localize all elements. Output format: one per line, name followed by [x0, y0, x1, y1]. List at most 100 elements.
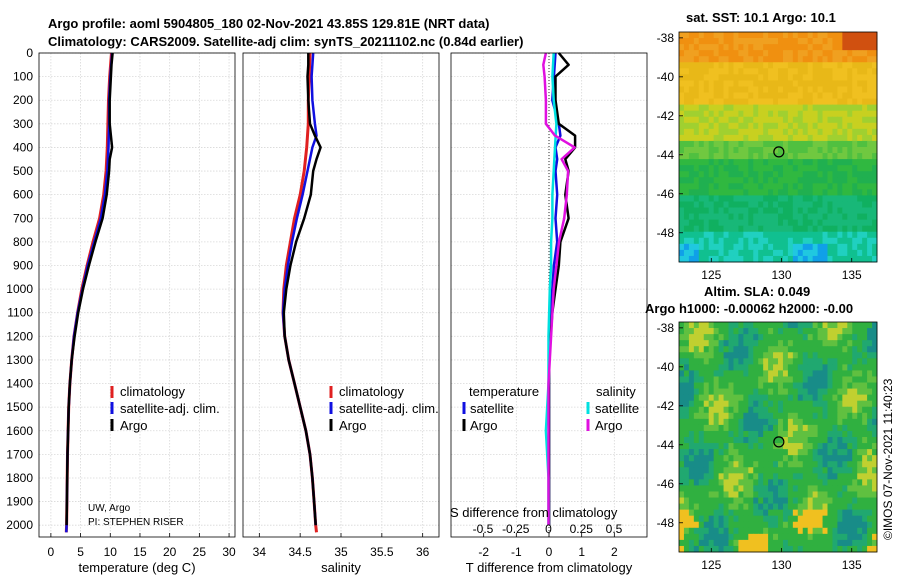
map-cell [723, 364, 729, 371]
map-cell [679, 189, 685, 196]
map-cell [778, 177, 784, 184]
map-cell [872, 165, 878, 172]
map-cell [778, 358, 784, 365]
map-cell [797, 418, 804, 426]
map-cell [738, 449, 744, 456]
map-cell [753, 189, 759, 196]
map-cell [812, 394, 818, 402]
map-cell [733, 50, 739, 57]
map-cell [723, 382, 729, 389]
map-cell [827, 237, 833, 245]
map-cell [847, 424, 853, 432]
map-cell [797, 509, 804, 517]
map-cell [782, 509, 789, 517]
map-cell [832, 207, 838, 214]
map-cell [782, 68, 789, 75]
map-cell [832, 437, 838, 444]
map-cell [723, 334, 729, 341]
map-cell [872, 189, 878, 196]
map-cell [782, 225, 789, 233]
map-cell [852, 340, 858, 347]
map-cell [768, 62, 774, 69]
map-cell [787, 479, 794, 486]
map-cell [718, 243, 724, 251]
map-cell [867, 515, 873, 523]
map-cell [847, 32, 853, 39]
map-cell [837, 467, 843, 474]
map-cell [822, 98, 828, 106]
s-tick-label: 0.5 [606, 522, 623, 536]
map-cell [852, 388, 858, 396]
map-cell [857, 418, 863, 426]
map-cell [728, 32, 734, 39]
map-cell [847, 521, 853, 529]
map-cell [832, 243, 838, 251]
map-cell [842, 165, 848, 172]
map-cell [867, 50, 873, 57]
map-cell [832, 153, 838, 160]
map-cell [782, 201, 789, 208]
map-cell [792, 38, 799, 45]
map-cell [758, 140, 764, 148]
map-cell [768, 207, 774, 214]
map-cell [807, 32, 814, 39]
map-cell [708, 183, 715, 190]
map-cell [768, 455, 774, 462]
map-cell [857, 340, 863, 347]
map-cell [708, 376, 715, 383]
map-cell [713, 153, 719, 160]
map-cell [832, 394, 838, 402]
map-cell [708, 110, 715, 118]
map-cell [763, 509, 769, 517]
map-cell [822, 352, 828, 359]
map-cell [718, 86, 724, 93]
map-cell [837, 44, 843, 51]
series-line-satellite-adj-clim- [65, 52, 114, 533]
map-cell [817, 455, 823, 462]
map-cell [728, 521, 734, 529]
map-cell [683, 171, 690, 178]
map-cell [787, 376, 794, 383]
map-cell [817, 491, 823, 498]
map-cell [857, 86, 863, 93]
map-cell [713, 32, 719, 39]
map-cell [797, 497, 804, 504]
map-cell [827, 479, 833, 486]
map-cell [683, 424, 690, 432]
map-cell [827, 195, 833, 202]
map-cell [852, 358, 858, 365]
map-cell [787, 56, 794, 63]
map-cell [683, 32, 690, 39]
map-cell [698, 479, 705, 486]
map-cell [797, 503, 804, 511]
map-cell [733, 424, 739, 432]
map-cell [852, 195, 858, 202]
map-cell [782, 128, 789, 136]
map-cell [693, 352, 700, 359]
map-cell [763, 189, 769, 196]
map-cell [703, 412, 710, 420]
map-cell [763, 68, 769, 75]
map-cell [763, 340, 769, 347]
map-cell [847, 322, 853, 329]
map-cell [822, 56, 828, 63]
map-cell [782, 340, 789, 347]
map-cell [787, 364, 794, 371]
map-cell [847, 207, 853, 214]
map-cell [872, 68, 878, 75]
map-cell [773, 539, 779, 547]
map-cell [842, 418, 848, 426]
map-cell [733, 225, 739, 233]
map-cell [822, 527, 828, 535]
x-tick-label: 35.5 [370, 545, 394, 559]
map-cell [807, 328, 814, 335]
map-cell [763, 122, 769, 130]
x-tick-label: 0 [546, 545, 553, 559]
map-cell [743, 527, 749, 535]
map-cell [733, 527, 739, 535]
map-cell [862, 437, 868, 444]
map-cell [837, 201, 843, 208]
map-cell [787, 443, 794, 450]
map-cell [698, 358, 705, 365]
